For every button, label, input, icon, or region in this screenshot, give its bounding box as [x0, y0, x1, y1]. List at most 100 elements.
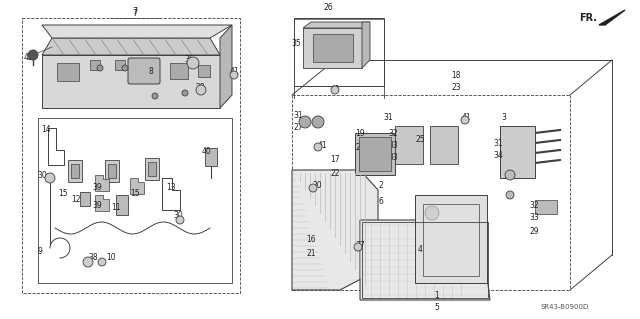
Text: 9: 9 — [38, 248, 42, 256]
Text: 40: 40 — [202, 147, 212, 157]
Circle shape — [312, 116, 324, 128]
Circle shape — [176, 216, 184, 224]
Text: 4: 4 — [417, 246, 422, 255]
Bar — [148, 162, 156, 176]
Text: 33: 33 — [529, 212, 539, 221]
Circle shape — [196, 85, 206, 95]
Text: 16: 16 — [306, 235, 316, 244]
Polygon shape — [303, 22, 370, 28]
Text: 36: 36 — [184, 56, 194, 64]
Polygon shape — [292, 170, 378, 290]
Polygon shape — [42, 55, 220, 108]
Text: 2: 2 — [379, 182, 383, 190]
Text: 25: 25 — [415, 136, 425, 145]
Text: 38: 38 — [88, 254, 98, 263]
Bar — [145, 158, 159, 180]
Text: 41: 41 — [330, 85, 340, 94]
Bar — [359, 137, 391, 171]
Bar — [500, 126, 535, 178]
Text: 26: 26 — [323, 4, 333, 12]
Text: 41: 41 — [229, 68, 239, 77]
Text: 34: 34 — [493, 151, 503, 160]
Text: 11: 11 — [111, 204, 121, 212]
Text: 15: 15 — [130, 189, 140, 197]
Text: 42: 42 — [23, 53, 33, 62]
Text: 19: 19 — [355, 129, 365, 137]
Circle shape — [299, 116, 311, 128]
Bar — [198, 65, 210, 77]
Bar — [430, 126, 458, 164]
Text: 6: 6 — [379, 197, 383, 206]
Text: 33: 33 — [388, 152, 398, 161]
Text: 7: 7 — [132, 8, 138, 17]
Polygon shape — [95, 195, 109, 211]
Polygon shape — [220, 25, 232, 108]
Polygon shape — [303, 28, 362, 68]
Polygon shape — [130, 178, 144, 194]
Bar — [145, 58, 159, 74]
Circle shape — [45, 173, 55, 183]
Bar — [80, 192, 90, 206]
Circle shape — [97, 65, 103, 71]
Text: 39: 39 — [92, 201, 102, 210]
Circle shape — [354, 243, 362, 251]
Text: 22: 22 — [330, 169, 340, 179]
Polygon shape — [362, 22, 370, 68]
Bar — [205, 148, 217, 166]
Polygon shape — [599, 10, 625, 25]
Text: 27: 27 — [293, 123, 303, 132]
Text: 32: 32 — [529, 201, 539, 210]
Text: 8: 8 — [148, 68, 154, 77]
Text: 23: 23 — [451, 84, 461, 93]
Text: 1: 1 — [435, 291, 440, 300]
Text: 18: 18 — [451, 71, 461, 80]
Circle shape — [230, 71, 238, 79]
Text: 3: 3 — [502, 114, 506, 122]
Bar — [105, 160, 119, 182]
Bar — [71, 164, 79, 178]
Text: 14: 14 — [41, 125, 51, 135]
Circle shape — [122, 65, 128, 71]
Circle shape — [314, 143, 322, 151]
Text: 32: 32 — [388, 129, 398, 137]
Circle shape — [505, 170, 515, 180]
Text: 31: 31 — [493, 138, 503, 147]
Circle shape — [331, 86, 339, 94]
Text: 41: 41 — [317, 140, 327, 150]
Polygon shape — [95, 175, 109, 191]
Circle shape — [28, 50, 38, 60]
Polygon shape — [360, 220, 490, 300]
Bar — [115, 60, 125, 70]
Text: 30: 30 — [37, 170, 47, 180]
Text: 21: 21 — [307, 249, 316, 257]
Text: 31: 31 — [293, 112, 303, 121]
Bar — [294, 18, 384, 86]
Text: 24: 24 — [355, 144, 365, 152]
Text: FR.: FR. — [579, 13, 597, 23]
Bar — [38, 118, 232, 283]
Circle shape — [309, 184, 317, 192]
Circle shape — [461, 116, 469, 124]
Text: 35: 35 — [291, 40, 301, 48]
Text: 29: 29 — [529, 227, 539, 236]
Circle shape — [152, 93, 158, 99]
Bar — [116, 195, 128, 215]
Circle shape — [98, 258, 106, 266]
Circle shape — [506, 191, 514, 199]
Bar — [415, 195, 487, 283]
Polygon shape — [42, 25, 232, 38]
Circle shape — [187, 57, 199, 69]
Circle shape — [182, 90, 188, 96]
Polygon shape — [42, 38, 220, 55]
Bar — [362, 222, 488, 298]
Bar — [90, 60, 100, 70]
Text: 17: 17 — [330, 155, 340, 165]
Bar — [22, 18, 240, 293]
Bar — [395, 126, 423, 164]
Bar — [355, 133, 395, 175]
Text: 33: 33 — [388, 140, 398, 150]
Text: 28: 28 — [195, 84, 205, 93]
Text: 15: 15 — [58, 189, 68, 197]
Text: 41: 41 — [461, 114, 471, 122]
FancyBboxPatch shape — [128, 58, 160, 84]
